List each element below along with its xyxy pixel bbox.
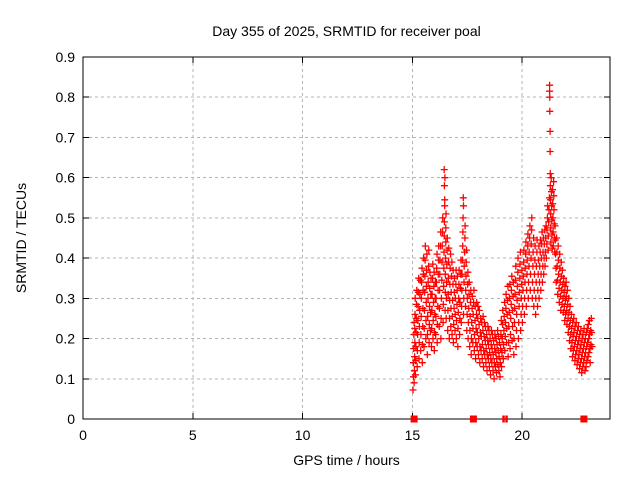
tick-marks (82, 56, 610, 420)
svg-text:0.2: 0.2 (56, 331, 76, 347)
svg-text:0.4: 0.4 (56, 250, 76, 266)
svg-text:15: 15 (405, 427, 421, 443)
svg-text:0: 0 (67, 411, 75, 427)
svg-text:5: 5 (189, 427, 197, 443)
svg-text:0.9: 0.9 (56, 49, 76, 65)
svg-text:0.6: 0.6 (56, 170, 76, 186)
svg-text:0.1: 0.1 (56, 371, 76, 387)
x-tick-labels: 0 5 10 15 20 (79, 427, 530, 443)
x-axis-label: GPS time / hours (293, 452, 400, 468)
chart-title: Day 355 of 2025, SRMTID for receiver poa… (212, 23, 481, 39)
gap-markers (410, 415, 588, 423)
scatter-points (409, 81, 596, 394)
plot-border (82, 56, 611, 420)
svg-text:10: 10 (295, 427, 311, 443)
svg-text:0: 0 (79, 427, 87, 443)
svg-text:0.7: 0.7 (56, 129, 76, 145)
y-tick-labels: 0 0.1 0.2 0.3 0.4 0.5 0.6 0.7 0.8 0.9 (56, 49, 76, 427)
svg-text:0.5: 0.5 (56, 210, 76, 226)
svg-text:0.3: 0.3 (56, 290, 76, 306)
svg-text:0.8: 0.8 (56, 89, 76, 105)
svg-text:20: 20 (514, 427, 530, 443)
